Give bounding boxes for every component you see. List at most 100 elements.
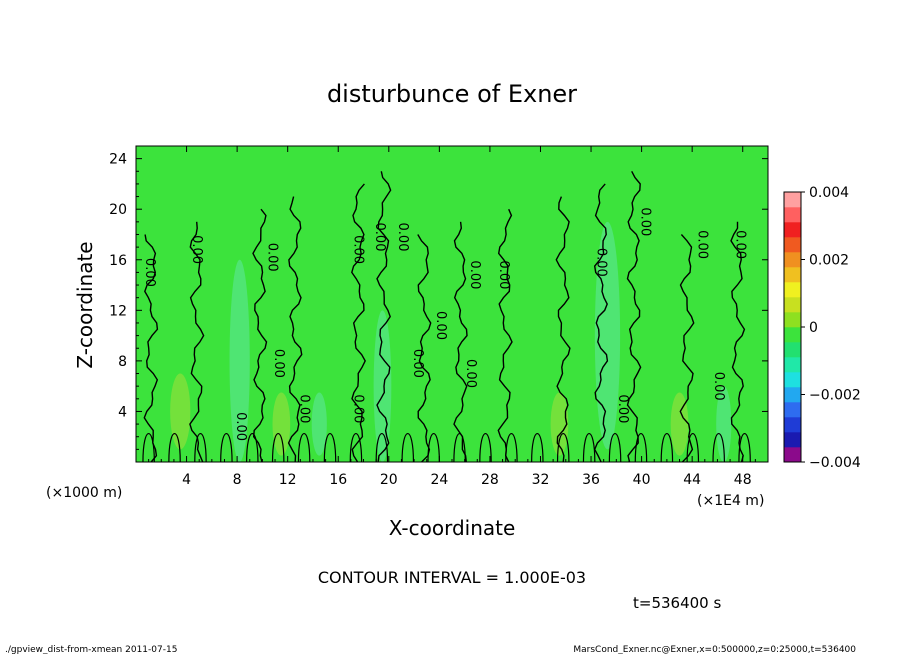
contour-line [679,234,695,463]
x-tick-label: 36 [582,472,600,488]
colorbar-swatch [784,222,801,238]
field-highlight [550,392,569,456]
contour-line [297,432,311,463]
contour-line [375,432,389,463]
field-highlights [170,221,732,462]
y-tick-label: 4 [118,404,127,420]
contour-label: 0.00 [271,349,286,378]
x-tick-label: 24 [430,472,448,488]
x-tick-label: 44 [683,472,701,488]
plot-area: 0.00 0.00 0.00 0.00 0.00 0.00 0.00 0.00 0.00 0.00… [109,145,769,488]
contour-label: 0.00 [410,349,425,378]
contour-line [634,432,648,463]
colorbar-swatch [784,312,801,328]
colorbar-swatch [784,297,801,313]
contour-line [556,432,570,463]
contour-line [555,196,571,463]
contour-label: 0.00 [463,359,478,388]
contour-label: 0.00 [372,223,387,252]
contour-line [252,208,268,463]
chart-title: disturbunce of Exner [327,80,577,108]
colorbar-swatch [784,207,801,223]
contour-label: 0.00 [351,394,366,423]
colorbar-swatch [784,342,801,358]
x-unit-label: (×1E4 m) [697,493,764,509]
y-tick-label: 16 [109,253,127,269]
field-highlight [373,310,392,462]
colorbar-tick-label: −0.004 [809,455,861,471]
y-axis: 4 8 12 16 20 24 [109,152,768,450]
field-highlight [716,386,732,462]
footer-right: MarsCond_Exner.nc@Exner,x=0:500000,z=0:2… [573,645,856,654]
contour-label: 0.00 [638,207,653,236]
contour-labels: 0.00 0.00 0.00 0.00 0.00 0.00 0.00 0.00 0.00 0.00… [142,207,747,441]
contour-line [323,432,337,463]
y-tick-label: 12 [109,303,127,319]
contour-line [531,432,544,463]
x-tick-label: 8 [233,472,242,488]
x-tick-label: 40 [633,472,651,488]
contour-line [168,432,181,463]
colorbar-tick-label: −0.002 [809,388,861,404]
x-tick-label: 4 [182,472,191,488]
contour-line [453,432,466,463]
x-tick-label: 12 [279,472,297,488]
colorbar-tick-label: 0.004 [809,185,849,201]
contour-label: 0.00 [433,311,448,340]
contour-line [194,432,207,463]
contour-line [427,432,440,463]
contour-line [349,432,363,463]
contour-line [505,432,518,463]
colorbar-swatch [784,372,801,388]
colorbar-swatch [784,252,801,268]
colorbar-swatch [784,237,801,253]
contour-label: 0.00 [467,260,482,289]
contour-label: 0.00 [142,258,157,287]
contour-line [376,171,392,463]
contour-label: 0.00 [395,223,410,252]
y-tick-label: 8 [118,354,127,370]
x-axis-label: X-coordinate [389,516,516,540]
contour-line [712,432,725,463]
colorbar-swatch [784,447,801,463]
contour-label: 0.00 [296,394,311,423]
contour-line [608,432,622,463]
colorbar: 0.004 0.002 0 −0.002 −0.004 [783,185,861,471]
field-highlight [170,373,191,450]
colorbar-swatch [784,417,801,433]
contour-label: 0.00 [732,230,747,259]
colorbar-swatch [784,327,801,343]
time-label: t=536400 s [633,594,721,612]
field-highlight [229,259,250,462]
footer-left: ./gpview_dist-from-xmean 2011-07-15 [5,645,177,654]
contour-line [593,183,609,463]
x-tick-label: 16 [329,472,347,488]
contour-interval-text: CONTOUR INTERVAL = 1.000E-03 [318,568,586,587]
contour-label: 0.00 [189,235,204,264]
contour-label: 0.00 [615,394,630,423]
y-tick-label: 20 [109,202,127,218]
colorbar-tick-label: 0 [809,320,818,336]
contour-line [738,432,751,463]
contour-line [220,432,233,463]
y-axis-label: Z-coordinate [73,241,97,368]
contour-label: 0.00 [233,412,248,441]
contour-line [686,432,700,463]
contour-line [660,432,674,463]
contour-line [143,234,159,463]
contour-line [287,196,303,463]
contour-label: 0.00 [695,230,710,259]
contour-line [189,221,205,463]
contour-line [582,432,596,463]
contour-label: 0.00 [593,248,608,277]
x-tick-label: 20 [380,472,398,488]
field-highlight [670,392,689,456]
field-highlight [311,392,327,456]
contour-lines [142,170,751,463]
contour-line [351,183,366,463]
y-tick-label: 24 [109,152,127,168]
contour-line [479,432,492,463]
x-tick-label: 32 [532,472,550,488]
x-tick-label: 28 [481,472,499,488]
